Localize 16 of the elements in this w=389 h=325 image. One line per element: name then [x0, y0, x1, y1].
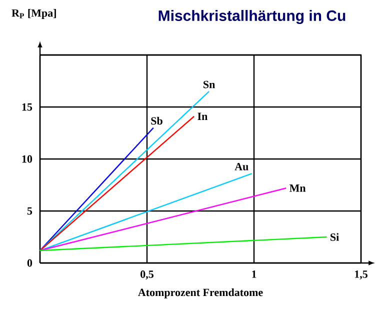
series-label: Mn	[289, 184, 306, 192]
series-label: Au	[234, 162, 248, 170]
y-tick-label: 15	[22, 103, 32, 111]
series-label: Sb	[151, 116, 162, 125]
x-axis-title: Atomprozent Fremdatome	[138, 288, 263, 298]
x-tick-label: 1	[252, 270, 256, 278]
y-axis-title: R$_{P}$ [Mpa]	[12, 9, 56, 19]
x-tick-label: 0,5	[140, 270, 154, 280]
series-label: Si	[330, 233, 339, 241]
y-tick-label: 10	[22, 155, 32, 163]
y-tick-label: 0	[27, 259, 32, 267]
chart-title: Mischkristallhärtung in Cu	[158, 10, 346, 24]
series-label: In	[198, 112, 208, 120]
y-tick-label: 5	[27, 207, 32, 215]
series-label: Sn	[204, 80, 216, 88]
x-tick-label: 1,5	[355, 270, 368, 280]
